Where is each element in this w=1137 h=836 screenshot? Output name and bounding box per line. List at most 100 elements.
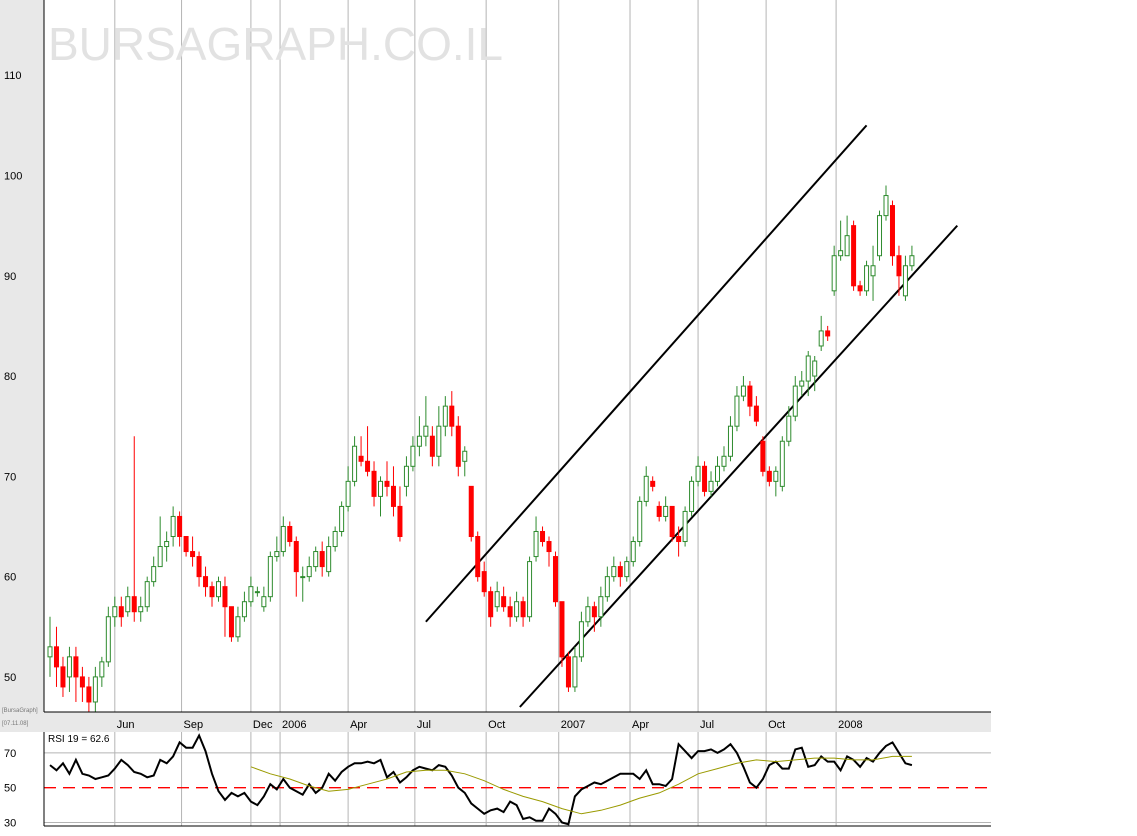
- candle-body: [902, 265, 908, 297]
- candle-body: [196, 556, 202, 578]
- candle-up: [339, 501, 345, 537]
- candle-body: [779, 440, 785, 487]
- candle-up: [708, 471, 714, 497]
- candle-up: [624, 556, 630, 582]
- candle-body: [455, 425, 461, 467]
- candle-body: [300, 576, 306, 579]
- candle-body: [565, 656, 571, 688]
- candle-body: [669, 505, 675, 538]
- candle-up: [514, 591, 520, 622]
- candle-body: [488, 591, 494, 618]
- time-x-ticks: Jun Sep Dec 2006 Apr Jul Oct 2007 Apr Jul Oct 2008: [117, 719, 863, 731]
- candle-body: [883, 195, 889, 217]
- candle-down: [747, 381, 753, 417]
- candle-down: [53, 626, 59, 687]
- candle-body: [66, 656, 72, 678]
- candle-body: [682, 510, 688, 543]
- candle-up: [138, 596, 144, 622]
- candle-body: [909, 255, 915, 267]
- rsi-grid: [44, 732, 991, 826]
- candle-body: [105, 616, 111, 663]
- candle-down: [203, 566, 209, 597]
- candle-up: [280, 516, 286, 557]
- candle-up: [902, 255, 908, 301]
- candle-up: [779, 436, 785, 492]
- candle-down: [851, 220, 857, 291]
- candle-body: [125, 596, 131, 613]
- candle-down: [760, 436, 766, 477]
- candle-up: [792, 376, 798, 422]
- candle-up: [254, 586, 260, 597]
- candle-body: [144, 581, 150, 608]
- candle-up: [157, 516, 163, 568]
- watermark: BURSAGRAPH.CO.IL: [48, 18, 503, 70]
- time-axis-background: [0, 712, 991, 732]
- candle-body: [92, 676, 98, 703]
- candle-up: [248, 576, 254, 607]
- candle-body: [708, 480, 714, 492]
- candle-body: [572, 656, 578, 688]
- candle-body: [507, 606, 513, 618]
- candle-up: [300, 566, 306, 602]
- candle-body: [384, 480, 390, 487]
- candle-body: [416, 435, 422, 447]
- candle-body: [481, 571, 487, 593]
- candle-up: [306, 556, 312, 582]
- candle-body: [287, 525, 293, 543]
- candle-body: [170, 515, 176, 538]
- candle-up: [66, 646, 72, 692]
- candle-body: [494, 591, 500, 608]
- candle-body: [209, 586, 215, 598]
- candle-body: [365, 460, 371, 472]
- candle-body: [326, 546, 332, 573]
- candle-down: [702, 461, 708, 497]
- candle-up: [144, 576, 150, 612]
- candle-up: [877, 210, 883, 261]
- candle-body: [410, 445, 416, 467]
- candle-down: [591, 601, 597, 632]
- y-tick-label: 80: [4, 371, 16, 383]
- candle-body: [332, 530, 338, 548]
- candle-body: [527, 561, 533, 618]
- candle-body: [462, 450, 468, 462]
- candle-body: [540, 530, 546, 543]
- candle-up: [611, 556, 617, 582]
- candle-body: [112, 606, 118, 618]
- candle-up: [436, 406, 442, 467]
- candle-body: [818, 330, 824, 347]
- candle-down: [358, 436, 364, 467]
- candle-down: [507, 596, 513, 627]
- candle-up: [604, 566, 610, 602]
- x-tick-label: 2006: [282, 719, 306, 731]
- candle-body: [468, 485, 474, 538]
- candle-body: [844, 235, 850, 257]
- candle-up: [378, 476, 384, 517]
- candle-body: [727, 425, 733, 457]
- y-tick-label: 90: [4, 271, 16, 283]
- candle-body: [760, 440, 766, 472]
- x-tick-label: 2007: [561, 719, 585, 731]
- candle-body: [520, 601, 526, 618]
- candle-body: [157, 546, 163, 568]
- candle-body: [73, 656, 79, 678]
- candle-down: [650, 476, 656, 492]
- candle-down: [896, 245, 902, 296]
- candle-body: [825, 330, 831, 337]
- candle-up: [727, 416, 733, 462]
- candle-down: [190, 536, 196, 567]
- candle-down: [617, 561, 623, 587]
- candle-body: [604, 576, 610, 598]
- candle-body: [436, 425, 442, 457]
- candle-body: [449, 405, 455, 427]
- candle-body: [442, 405, 448, 427]
- candle-body: [131, 596, 137, 613]
- rsi-panel-background: [44, 732, 991, 826]
- candle-body: [99, 661, 105, 678]
- candle-body: [514, 601, 520, 618]
- candle-up: [799, 371, 805, 397]
- candle-body: [889, 205, 895, 257]
- rsi-line: [49, 733, 913, 826]
- candle-body: [235, 616, 241, 638]
- candle-up: [274, 536, 280, 562]
